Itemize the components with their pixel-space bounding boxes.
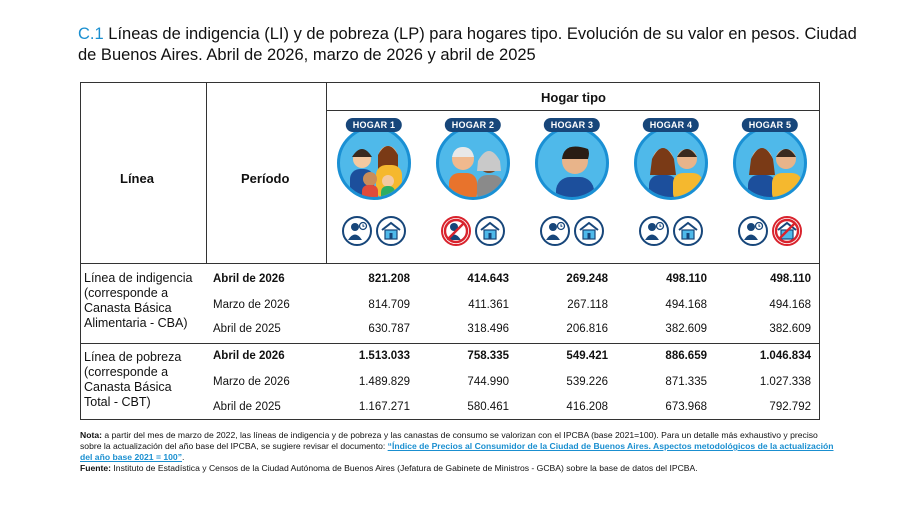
value-cell: 758.335 [467, 350, 509, 362]
value-cell: 494.168 [665, 299, 707, 311]
periodo-cell: Marzo de 2026 [213, 376, 290, 388]
label-line: Línea de indigencia [84, 271, 193, 285]
value-cell: 494.168 [769, 299, 811, 311]
row-divider [80, 263, 820, 264]
row-divider [80, 343, 820, 344]
worker-icon [342, 216, 372, 246]
data-table [80, 82, 820, 420]
label-line: Total - CBT) [84, 395, 151, 409]
elderly-couple-illustration-icon [436, 126, 510, 200]
fuente-label: Fuente: [80, 463, 112, 473]
value-cell: 744.990 [467, 376, 509, 388]
hogar-4-column: HOGAR 4 [630, 116, 712, 256]
value-cell: 414.643 [467, 273, 509, 285]
periodo-cell: Marzo de 2026 [213, 299, 290, 311]
header-hogar-tipo: Hogar tipo [541, 90, 606, 105]
label-line: Canasta Básica [84, 301, 172, 315]
value-cell: 382.609 [769, 323, 811, 335]
periodo-cell: Abril de 2025 [213, 401, 281, 413]
value-cell: 498.110 [666, 273, 707, 285]
value-cell: 206.816 [566, 323, 608, 335]
worker-icon [639, 216, 669, 246]
col-divider [326, 82, 327, 263]
value-cell: 792.792 [769, 401, 811, 413]
house-icon [475, 216, 505, 246]
value-cell: 580.461 [467, 401, 509, 413]
hogar-3-label: HOGAR 3 [543, 118, 601, 132]
periodo-cell: Abril de 2026 [213, 350, 285, 362]
nota-label: Nota: [80, 430, 102, 440]
periodo-cell: Abril de 2026 [213, 273, 285, 285]
value-cell: 416.208 [566, 401, 608, 413]
hogar-3-column: HOGAR 3 [531, 116, 613, 256]
value-cell: 673.968 [665, 401, 707, 413]
worker-icon [738, 216, 768, 246]
house-crossed-icon [772, 216, 802, 246]
value-cell: 318.496 [467, 323, 509, 335]
label-line: Línea de pobreza [84, 350, 182, 364]
hogar-1-label: HOGAR 1 [345, 118, 403, 132]
value-cell: 411.361 [468, 299, 509, 311]
value-cell: 1.167.271 [358, 401, 410, 413]
value-cell: 886.659 [665, 350, 707, 362]
value-cell: 630.787 [368, 323, 410, 335]
house-icon [673, 216, 703, 246]
family-illustration-icon [337, 126, 411, 200]
value-cell: 269.248 [566, 273, 608, 285]
table-title: C.1 Líneas de indigencia (LI) y de pobre… [78, 24, 878, 66]
value-cell: 539.226 [566, 376, 608, 388]
hogar-2-column: HOGAR 2 [432, 116, 514, 256]
hogar-2-label: HOGAR 2 [444, 118, 502, 132]
section-label-indigencia: Línea de indigencia (corresponde a Canas… [84, 271, 192, 331]
house-icon [376, 216, 406, 246]
col-divider [206, 82, 207, 263]
worker-icon [540, 216, 570, 246]
periodo-cell: Abril de 2025 [213, 323, 281, 335]
nota-paragraph: Nota: a partir del mes de marzo de 2022,… [80, 430, 840, 463]
worker-crossed-icon [441, 216, 471, 246]
header-divider [326, 110, 820, 111]
label-line: (corresponde a [84, 365, 169, 379]
label-line: Canasta Básica [84, 380, 172, 394]
value-cell: 871.335 [665, 376, 707, 388]
label-line: (corresponde a [84, 286, 169, 300]
house-icon [574, 216, 604, 246]
value-cell: 1.027.338 [759, 376, 811, 388]
value-cell: 267.118 [567, 299, 608, 311]
section-label-pobreza: Línea de pobreza (corresponde a Canasta … [84, 350, 181, 410]
table-code: C.1 [78, 25, 104, 43]
methodology-link[interactable]: “Índice de Precios al Consumidor de la C… [80, 441, 834, 462]
table-title-text: Líneas de indigencia (LI) y de pobreza (… [78, 25, 857, 64]
value-cell: 549.421 [566, 350, 608, 362]
nota-end: . [182, 452, 185, 462]
label-line: Alimentaria - CBA) [84, 316, 188, 330]
hogar-5-column: HOGAR 5 [729, 116, 811, 256]
header-periodo: Período [241, 171, 290, 186]
fuente-paragraph: Fuente: Instituto de Estadística y Censo… [80, 463, 840, 474]
value-cell: 821.208 [368, 273, 410, 285]
hogar-5-label: HOGAR 5 [741, 118, 799, 132]
value-cell: 1.489.829 [358, 376, 410, 388]
value-cell: 498.110 [770, 273, 811, 285]
fuente-text: Instituto de Estadística y Censos de la … [111, 463, 698, 473]
value-cell: 1.046.834 [759, 350, 811, 362]
footnotes: Nota: a partir del mes de marzo de 2022,… [80, 430, 840, 474]
nota-text: a partir del mes de marzo de 2022, las l… [80, 430, 818, 451]
hogar-4-label: HOGAR 4 [642, 118, 700, 132]
single-adult-illustration-icon [535, 126, 609, 200]
couple-illustration-icon [733, 126, 807, 200]
couple-illustration-icon [634, 126, 708, 200]
value-cell: 382.609 [665, 323, 707, 335]
header-linea: Línea [120, 171, 154, 186]
value-cell: 1.513.033 [358, 350, 410, 362]
hogar-1-column: HOGAR 1 [333, 116, 415, 256]
value-cell: 814.709 [368, 299, 410, 311]
